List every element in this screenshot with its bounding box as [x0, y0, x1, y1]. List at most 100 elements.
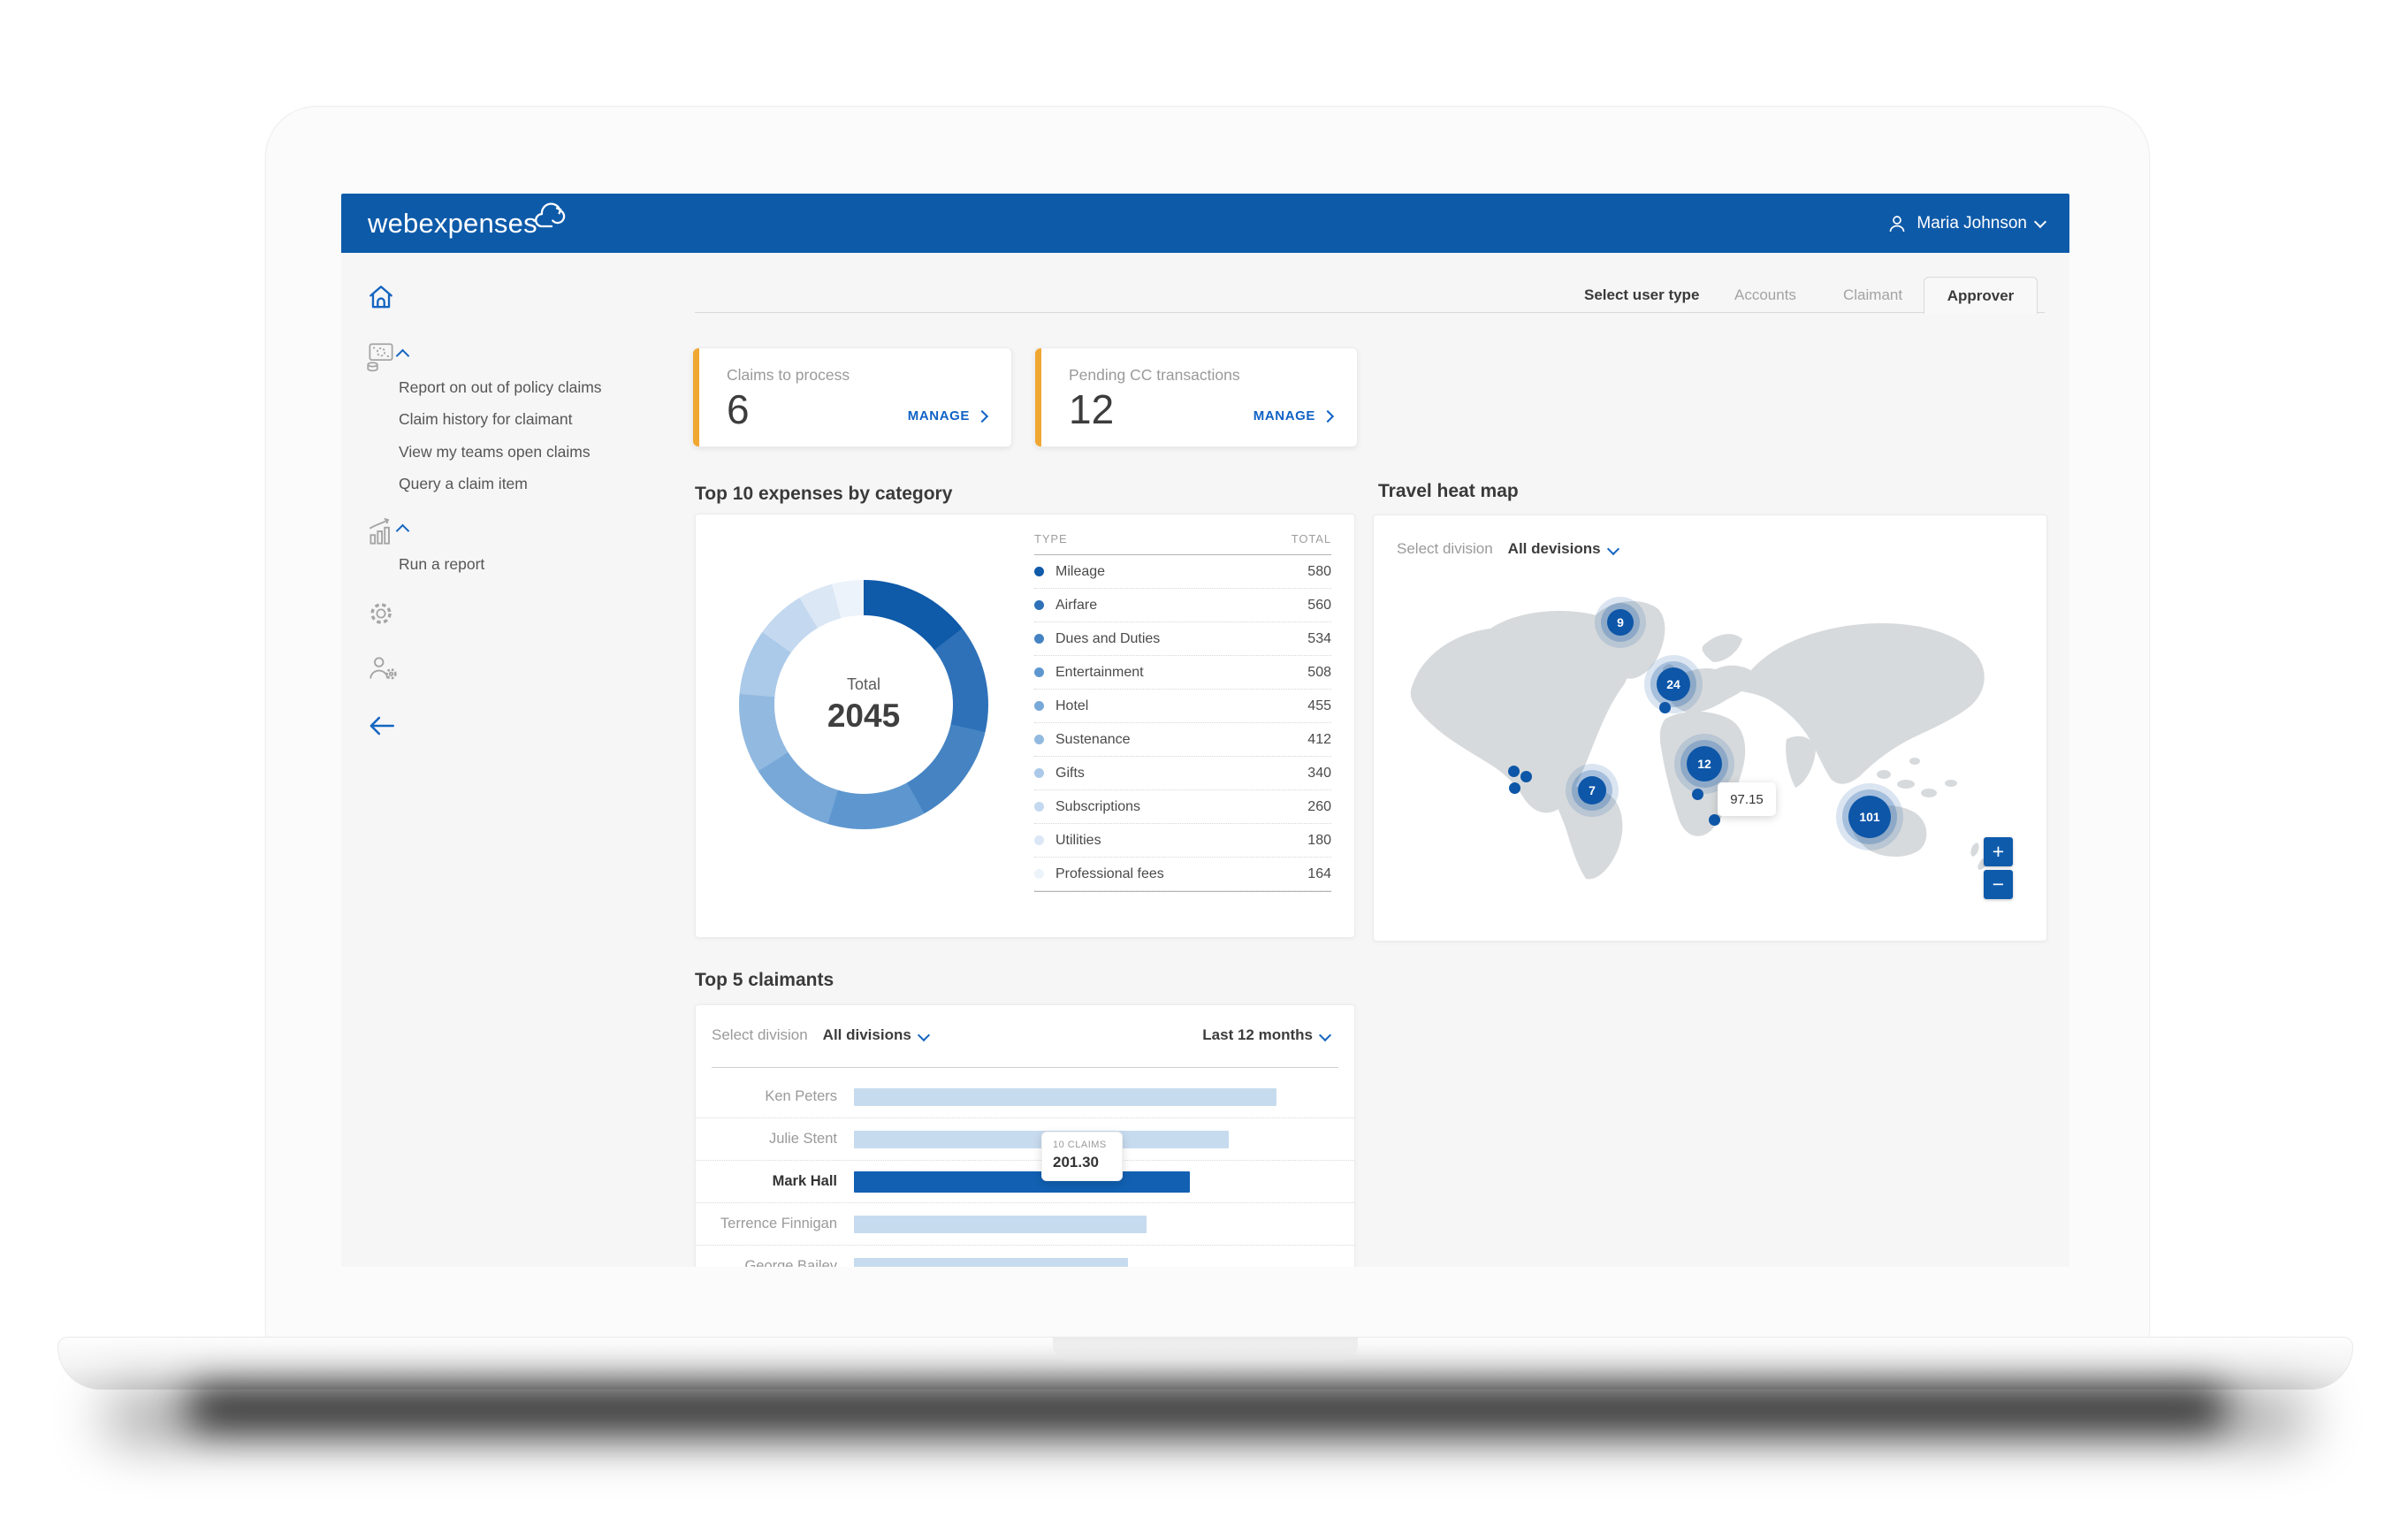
- period-dropdown[interactable]: Last 12 months: [1202, 1026, 1332, 1044]
- chevron-down-icon: [1606, 542, 1619, 556]
- sidebar-item-team-open-claims[interactable]: View my teams open claims: [399, 443, 591, 461]
- reports-section-icon[interactable]: [364, 515, 398, 552]
- division-dropdown[interactable]: All divisions: [822, 1026, 930, 1044]
- pending-cc-card: Pending CC transactions 12 MANAGE: [1034, 347, 1358, 447]
- col-total: TOTAL: [1291, 532, 1331, 545]
- app-screen: webexpenses Maria Johnson: [341, 194, 2069, 1267]
- period-dropdown-value: Last 12 months: [1202, 1026, 1313, 1043]
- map-bubble[interactable]: 24: [1657, 667, 1690, 701]
- table-footer-line: [1034, 891, 1331, 892]
- legend-dot: [1034, 634, 1044, 644]
- division-dropdown-value: All divisions: [822, 1026, 911, 1043]
- table-row: Entertainment 508: [1034, 656, 1331, 690]
- world-map[interactable]: [1384, 584, 2035, 885]
- claimant-bar[interactable]: [854, 1130, 1229, 1148]
- zoom-out-button[interactable]: −: [1984, 870, 2013, 899]
- donut-total-label: Total: [846, 675, 881, 693]
- chevron-down-icon: [1318, 1028, 1332, 1042]
- map-tooltip: 97.15: [1718, 782, 1776, 816]
- chevron-right-icon: [1321, 409, 1335, 423]
- collapse-reports-icon[interactable]: [395, 523, 410, 538]
- claimant-row: Ken Peters: [696, 1076, 1354, 1118]
- map-bubble[interactable]: 9: [1607, 609, 1634, 636]
- claimant-bar[interactable]: [854, 1257, 1128, 1267]
- table-row: Airfare 560: [1034, 589, 1331, 622]
- table-row: Dues and Duties 534: [1034, 622, 1331, 656]
- table-row: Professional fees 164: [1034, 858, 1331, 891]
- card-value: 6: [727, 386, 750, 432]
- manage-claims-button[interactable]: MANAGE: [907, 408, 989, 423]
- manage-label: MANAGE: [1253, 408, 1315, 423]
- logo[interactable]: webexpenses: [368, 194, 573, 253]
- claims-section-icon[interactable]: [363, 340, 399, 378]
- claimant-row: Mark Hall: [696, 1161, 1354, 1203]
- legend-dot: [1034, 802, 1044, 812]
- tab-accounts[interactable]: Accounts: [1734, 286, 1796, 303]
- legend-dot: [1034, 667, 1044, 677]
- laptop-base-notch: [1053, 1338, 1358, 1361]
- map-bubble[interactable]: 7: [1578, 776, 1606, 804]
- table-row: Utilities 180: [1034, 824, 1331, 858]
- claims-to-process-card: Claims to process 6 MANAGE: [692, 347, 1012, 447]
- user-menu[interactable]: Maria Johnson: [1886, 194, 2047, 253]
- card-label: Claims to process: [727, 366, 850, 384]
- cloud-refresh-icon: [534, 202, 565, 227]
- tab-claimant[interactable]: Claimant: [1843, 286, 1903, 303]
- claimant-bar[interactable]: [854, 1215, 1147, 1233]
- col-type: TYPE: [1034, 532, 1068, 545]
- expenses-donut-chart[interactable]: Total 2045: [739, 580, 988, 829]
- map-dot[interactable]: [1508, 782, 1520, 794]
- claimant-tooltip: 10 CLAIMS 201.30: [1041, 1132, 1123, 1181]
- claimant-row: George Bailey: [696, 1246, 1354, 1267]
- collapse-sidebar-arrow-icon[interactable]: [366, 712, 398, 744]
- claimant-bar[interactable]: [854, 1087, 1276, 1106]
- user-name: Maria Johnson: [1916, 213, 2027, 233]
- expenses-title: Top 10 expenses by category: [695, 484, 953, 504]
- logo-text: webexpenses: [368, 207, 537, 239]
- division-dropdown[interactable]: All devisions: [1508, 540, 1619, 558]
- tooltip-claims-count: 10 CLAIMS: [1053, 1140, 1107, 1150]
- sidebar-item-report-out-of-policy[interactable]: Report on out of policy claims: [399, 378, 602, 396]
- map-dot[interactable]: [1520, 770, 1532, 782]
- table-header-line: [1034, 554, 1331, 555]
- select-user-type-label: Select user type: [1584, 286, 1700, 303]
- table-row: Sustenance 412: [1034, 723, 1331, 757]
- claimant-bar[interactable]: [854, 1170, 1191, 1193]
- heatmap-title: Travel heat map: [1378, 481, 1519, 501]
- tab-approver[interactable]: Approver: [1924, 277, 2038, 314]
- donut-total-value: 2045: [827, 697, 901, 734]
- claimant-row: Julie Stent: [696, 1118, 1354, 1161]
- map-dot[interactable]: [1691, 788, 1703, 800]
- laptop-frame: webexpenses Maria Johnson: [265, 106, 2150, 1341]
- expenses-table: TYPE TOTAL Mileage 580 Airfare 560 Dues an…: [1034, 532, 1331, 892]
- map-bubble[interactable]: 101: [1848, 796, 1891, 838]
- map-dot[interactable]: [1708, 813, 1720, 826]
- tooltip-amount: 201.30: [1053, 1154, 1099, 1170]
- heatmap-card: Select division All devisions: [1373, 515, 2047, 942]
- user-admin-icon[interactable]: [367, 653, 400, 690]
- legend-dot: [1034, 869, 1044, 879]
- donut-center: Total 2045: [739, 580, 988, 829]
- table-row: Mileage 580: [1034, 555, 1331, 589]
- manage-label: MANAGE: [907, 408, 970, 423]
- card-label: Pending CC transactions: [1069, 366, 1240, 384]
- map-bubble[interactable]: 12: [1687, 746, 1722, 782]
- select-division-label: Select division: [712, 1026, 808, 1043]
- map-dot[interactable]: [1658, 701, 1671, 713]
- sidebar-item-run-report[interactable]: Run a report: [399, 555, 485, 573]
- controls-divider: [712, 1067, 1338, 1068]
- map-dot[interactable]: [1507, 765, 1520, 777]
- zoom-in-button[interactable]: +: [1984, 837, 2013, 866]
- table-row: Gifts 340: [1034, 757, 1331, 790]
- settings-gear-icon[interactable]: [366, 599, 396, 633]
- claimants-chart: Ken Peters Julie Stent Mark Hall Terrenc…: [696, 1076, 1354, 1267]
- card-value: 12: [1069, 386, 1115, 432]
- sidebar-item-query-claim[interactable]: Query a claim item: [399, 475, 528, 492]
- home-icon[interactable]: [366, 282, 396, 316]
- claimants-card: Select division All divisions Last 12 mo…: [695, 1004, 1355, 1267]
- legend-dot: [1034, 735, 1044, 744]
- chevron-down-icon: [2033, 215, 2047, 228]
- sidebar-item-claim-history[interactable]: Claim history for claimant: [399, 410, 573, 428]
- manage-cc-button[interactable]: MANAGE: [1253, 408, 1335, 423]
